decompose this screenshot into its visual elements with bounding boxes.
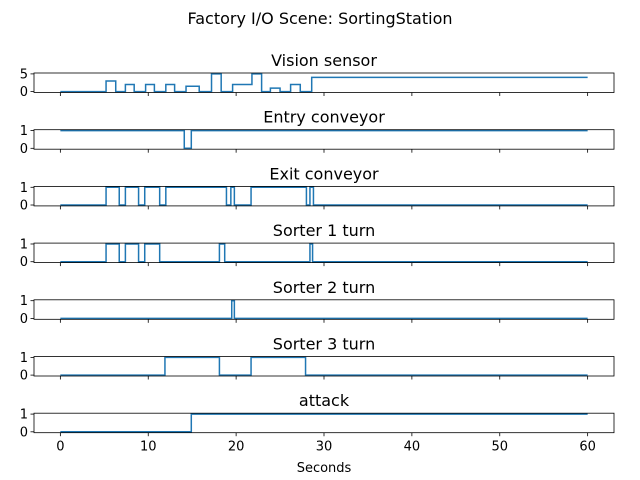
y-tick-label: 0 <box>20 85 28 100</box>
x-tick-label: 0 <box>56 440 64 455</box>
subplot-title: Sorter 3 turn <box>273 335 375 354</box>
subplot-panel: Vision sensor 0 5 <box>20 51 615 100</box>
series-line <box>60 299 588 320</box>
series-line <box>60 129 588 150</box>
y-tick-label: 0 <box>20 142 28 157</box>
axes-frame <box>33 412 615 434</box>
subplot-title: Sorter 2 turn <box>273 278 375 297</box>
series-line <box>60 243 588 263</box>
y-tick-label: 0 <box>20 255 28 270</box>
subplot-title: Vision sensor <box>271 51 377 70</box>
subplot-title: Exit conveyor <box>269 164 379 183</box>
chart-title: Factory I/O Scene: SortingStation <box>188 9 453 28</box>
series-line <box>60 413 588 433</box>
subplot-title: Sorter 1 turn <box>273 221 375 240</box>
x-axis-label: Seconds <box>297 461 352 476</box>
y-tick-label: 0 <box>20 425 28 440</box>
x-tick-label: 40 <box>404 440 421 455</box>
series-line <box>60 73 588 93</box>
x-tick-label: 30 <box>316 440 333 455</box>
y-tick-label: 0 <box>20 199 28 214</box>
axes-frame <box>33 356 615 377</box>
axes-frame <box>33 242 615 264</box>
y-tick-label: 1 <box>20 294 28 309</box>
series-line <box>60 356 588 376</box>
y-tick-label: 1 <box>20 124 28 139</box>
y-tick-label: 0 <box>20 312 28 327</box>
x-tick-label: 10 <box>140 440 157 455</box>
series-line <box>60 186 588 206</box>
y-tick-label: 1 <box>20 237 28 252</box>
subplot-title: Entry conveyor <box>263 108 385 127</box>
axes-frame <box>33 129 615 150</box>
subplot-title: attack <box>299 391 350 410</box>
subplot-panel: Exit conveyor 0 1 <box>20 164 615 214</box>
subplot-panel: Sorter 1 turn 0 1 <box>20 221 615 270</box>
y-tick-label: 0 <box>20 369 28 384</box>
y-tick-label: 1 <box>20 408 28 423</box>
x-tick-label: 50 <box>491 440 508 455</box>
axes-frame <box>33 299 615 320</box>
axes-frame <box>33 185 615 207</box>
x-axis: 0 10 20 30 40 50 60 <box>56 440 596 455</box>
x-tick-label: 60 <box>579 440 596 455</box>
x-tick-label: 20 <box>228 440 245 455</box>
y-tick-label: 1 <box>20 351 28 366</box>
axes-frame <box>33 72 615 93</box>
y-tick-label: 1 <box>20 181 28 196</box>
subplot-panel: Sorter 2 turn 0 1 <box>20 278 615 327</box>
subplot-panel: Entry conveyor 0 1 <box>20 108 615 157</box>
subplot-panel: Sorter 3 turn 0 1 <box>20 335 615 384</box>
subplot-panel: attack 0 1 <box>20 391 615 440</box>
y-tick-label: 5 <box>20 67 28 82</box>
